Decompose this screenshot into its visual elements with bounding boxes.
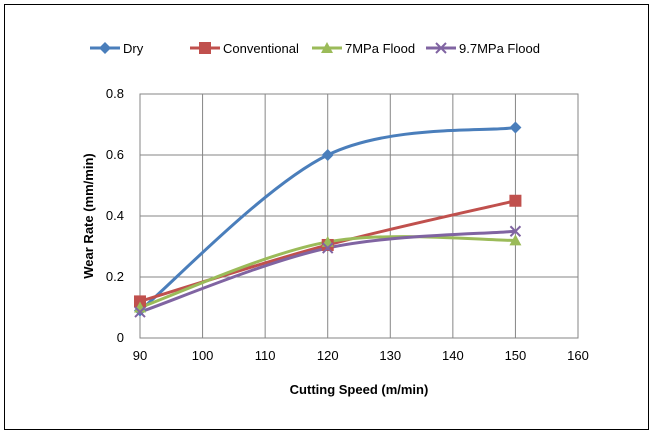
legend-label: 9.7MPa Flood bbox=[459, 41, 540, 56]
y-axis-ticks: 0 0.2 0.4 0.6 0.8 bbox=[106, 86, 124, 345]
x-axis-ticks: 90 100 110 120 130 140 150 160 bbox=[133, 348, 589, 363]
y-tick-label: 0.2 bbox=[106, 269, 124, 284]
data-point-conventional bbox=[134, 295, 146, 308]
legend-marker bbox=[435, 42, 447, 54]
data-point-9-7mpa-flood bbox=[322, 242, 334, 254]
x-tick-label: 120 bbox=[317, 348, 339, 363]
x-tick-label: 90 bbox=[133, 348, 147, 363]
x-tick-label: 160 bbox=[567, 348, 589, 363]
legend-item-dry: Dry bbox=[90, 41, 144, 56]
y-tick-label: 0.4 bbox=[106, 208, 124, 223]
data-point-dry bbox=[509, 121, 522, 134]
plot-area bbox=[139, 93, 579, 339]
legend-label: Dry bbox=[123, 41, 144, 56]
x-tick-label: 100 bbox=[192, 348, 214, 363]
legend-item-9-7mpa-flood: 9.7MPa Flood bbox=[426, 41, 540, 56]
data-point-dry bbox=[321, 149, 334, 161]
legend-marker bbox=[321, 42, 333, 53]
legend-item-conventional: Conventional bbox=[190, 41, 299, 56]
legend-label: Conventional bbox=[223, 41, 299, 56]
gridlines bbox=[139, 93, 579, 339]
x-tick-label: 130 bbox=[379, 348, 401, 363]
data-point-9-7mpa-flood bbox=[509, 225, 522, 237]
data-point-conventional bbox=[509, 194, 522, 207]
series-markers bbox=[134, 121, 522, 318]
y-tick-label: 0.6 bbox=[106, 147, 124, 162]
legend-marker bbox=[199, 42, 211, 54]
x-tick-label: 110 bbox=[255, 348, 276, 363]
data-point-7mpa-flood bbox=[509, 234, 522, 246]
x-tick-label: 140 bbox=[442, 348, 464, 363]
data-point-9-7mpa-flood bbox=[134, 306, 146, 318]
legend-item-7mpa-flood: 7MPa Flood bbox=[312, 41, 415, 56]
y-tick-label: 0.8 bbox=[106, 86, 124, 101]
chart-frame bbox=[4, 4, 649, 430]
x-tick-label: 150 bbox=[505, 348, 527, 363]
y-axis-title: Wear Rate (mm/min) bbox=[81, 153, 96, 278]
legend: Dry Conventional 7MPa Flood 9.7MPa Flood bbox=[90, 41, 540, 56]
legend-marker bbox=[99, 42, 111, 54]
legend-label: 7MPa Flood bbox=[345, 41, 415, 56]
y-tick-label: 0 bbox=[117, 330, 124, 345]
x-axis-title: Cutting Speed (m/min) bbox=[290, 382, 429, 397]
